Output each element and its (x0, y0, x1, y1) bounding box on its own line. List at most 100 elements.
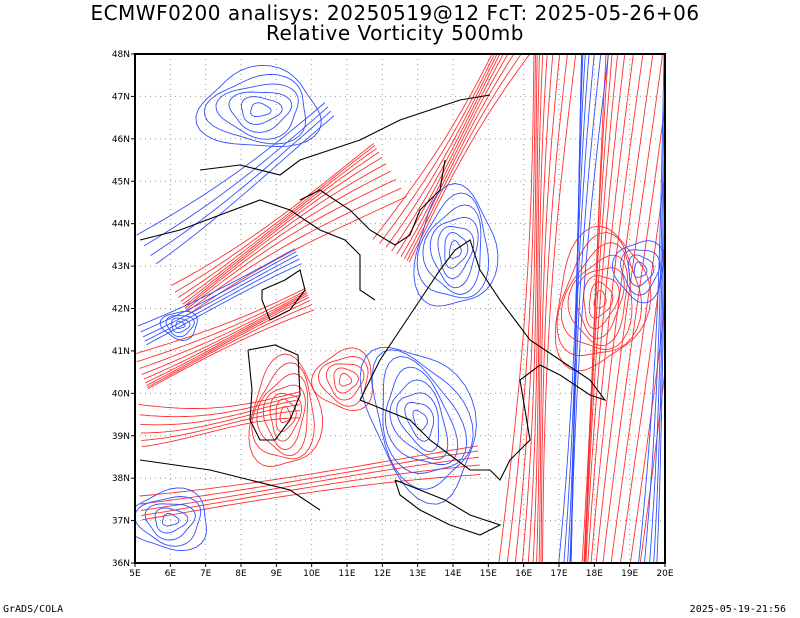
red-contour (538, 54, 561, 563)
blue-contour (240, 96, 283, 125)
negative-vorticity-contours (135, 54, 665, 563)
positive-vorticity-contours (135, 54, 665, 563)
red-contour (527, 54, 544, 563)
y-tick-label: 40N (112, 389, 130, 399)
blue-contour (140, 251, 297, 333)
x-tick-label: 12E (374, 569, 391, 579)
blue-contour (656, 241, 665, 563)
x-tick-label: 19E (621, 569, 638, 579)
blue-contour (228, 91, 293, 133)
blue-contour (396, 392, 440, 453)
x-tick-label: 16E (515, 569, 532, 579)
blue-contour (371, 349, 474, 490)
y-tick-label: 38N (112, 474, 130, 484)
red-contour (540, 54, 568, 563)
blue-contour (215, 83, 299, 140)
red-contour (145, 296, 310, 384)
red-contour (139, 291, 307, 369)
y-tick-label: 39N (112, 432, 130, 442)
coastline-segment (139, 459, 321, 511)
x-tick-label: 5E (129, 569, 141, 579)
red-contour (141, 474, 481, 521)
blue-contour (413, 183, 499, 307)
coastline-segment (247, 344, 301, 441)
red-contour (385, 54, 498, 248)
longitude-tick-labels: 5E 6E 7E 8E 9E 10E 11E 12E 13E 14E 15E 16E 17E 18E 19E… (129, 563, 674, 579)
blue-contour (422, 204, 482, 295)
blue-contour (155, 115, 335, 265)
red-contour (275, 398, 297, 433)
blue-contour (412, 409, 428, 431)
x-tick-label: 7E (200, 569, 212, 579)
blue-contour (195, 64, 322, 147)
x-tick-label: 15E (480, 569, 497, 579)
coastlines-and-borders (139, 94, 607, 536)
y-tick-label: 47N (112, 92, 130, 102)
latitude-tick-labels: 36N 37N 38N 39N 40N 41N 42N 43N 44N 45N 46N 47N 48N (112, 50, 135, 569)
red-contour (521, 54, 540, 563)
red-contour (506, 54, 536, 563)
blue-contour (136, 102, 326, 236)
red-contour (139, 445, 478, 497)
red-contour (140, 404, 300, 434)
red-contour (143, 294, 309, 380)
y-tick-label: 42N (112, 305, 130, 315)
coastline-segment (261, 269, 306, 321)
blue-contour (138, 248, 296, 327)
x-tick-label: 10E (303, 569, 320, 579)
red-contour (185, 178, 396, 311)
y-tick-label: 44N (112, 220, 130, 230)
coastline-segment (139, 199, 376, 301)
blue-contour (627, 254, 655, 287)
red-contour (140, 399, 300, 426)
red-contour (404, 54, 515, 260)
blue-contour (161, 513, 180, 527)
y-tick-label: 37N (112, 517, 130, 527)
red-contour (560, 242, 633, 351)
lat-lon-grid (135, 54, 665, 563)
red-contour (170, 143, 374, 286)
red-contour (180, 151, 380, 302)
red-contour (536, 54, 554, 563)
blue-contour (611, 240, 665, 304)
red-contour (269, 393, 302, 442)
blue-contour (620, 249, 661, 296)
red-contour (584, 54, 626, 563)
blue-contour (150, 110, 332, 256)
x-tick-label: 11E (338, 569, 355, 579)
red-contour (256, 373, 309, 457)
blue-contour (638, 54, 665, 563)
y-tick-label: 41N (112, 347, 130, 357)
red-contour (372, 54, 493, 240)
red-contour (141, 464, 480, 516)
red-contour (174, 145, 376, 293)
red-contour (620, 235, 665, 563)
blue-contour (143, 106, 329, 247)
blue-contour (404, 402, 435, 442)
red-contour (629, 302, 665, 563)
red-contour (186, 187, 402, 312)
red-contour (136, 290, 307, 363)
red-contour (602, 101, 665, 563)
red-contour (498, 54, 535, 563)
blue-contour (416, 192, 490, 299)
red-contour (138, 391, 299, 409)
red-contour (141, 417, 301, 448)
red-contour (590, 54, 654, 563)
y-tick-label: 45N (112, 177, 130, 187)
red-contour (279, 405, 291, 424)
blue-contour (444, 231, 469, 269)
red-contour (532, 54, 548, 563)
red-contour (140, 456, 479, 511)
red-contour (567, 254, 628, 347)
footer-timestamp: 2025-05-19-21:56 (689, 604, 786, 615)
blue-contour (633, 261, 648, 278)
red-contour (182, 157, 383, 305)
x-tick-label: 17E (550, 569, 567, 579)
blue-contour (165, 315, 195, 338)
red-contour (147, 309, 315, 390)
red-contour (183, 163, 387, 307)
blue-contour (144, 258, 300, 342)
red-contour (141, 410, 301, 441)
red-contour (251, 362, 315, 460)
